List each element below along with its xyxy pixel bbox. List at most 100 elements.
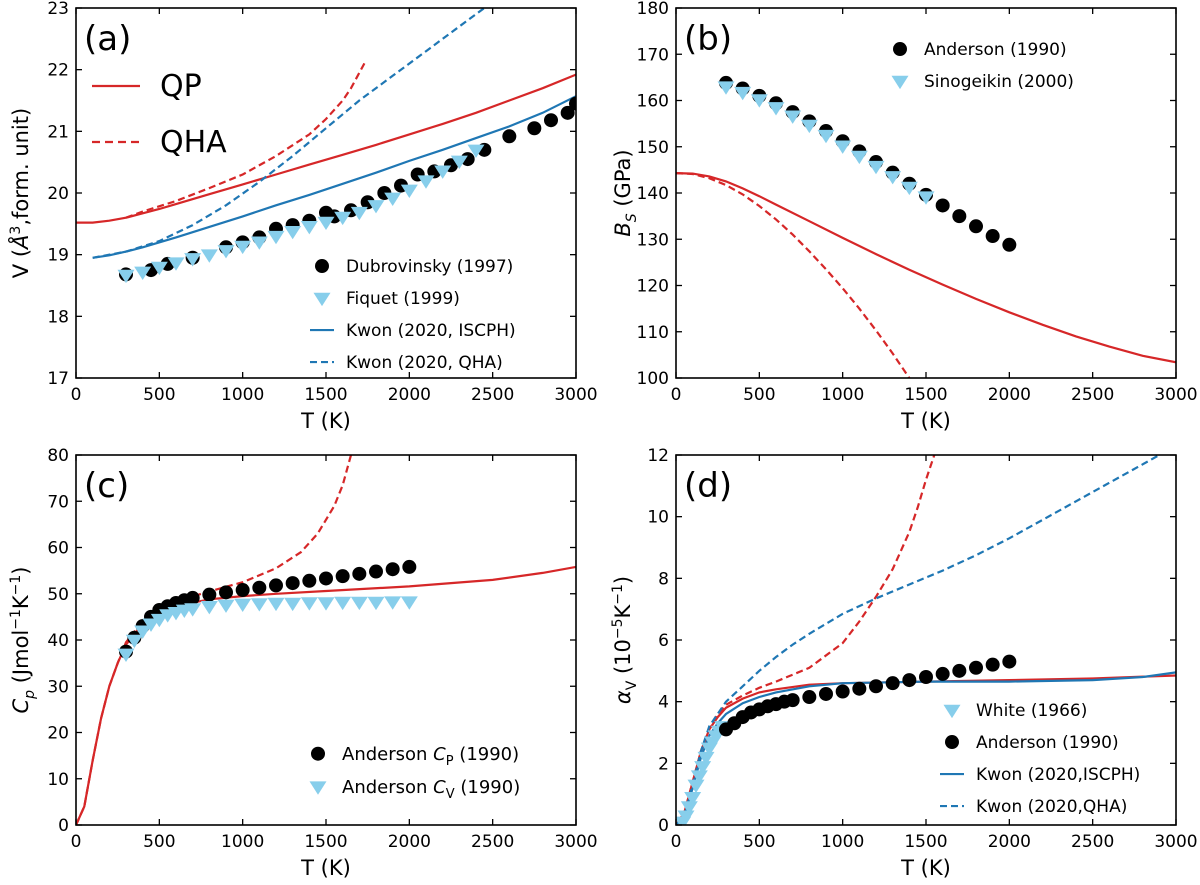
series-anderson-c-v-1990-point	[142, 618, 160, 632]
series-anderson-c-p-1990-point	[202, 587, 217, 602]
series-fiquet-1999-point	[184, 253, 202, 267]
series-anderson-c-v-1990-point	[150, 613, 168, 628]
series-anderson-c-v-1990-point	[350, 596, 368, 611]
series-qp-line	[676, 172, 1176, 364]
series-white-1966-point	[694, 761, 712, 775]
y-tick-label: 20	[47, 724, 69, 744]
legend-reference: Dubrovinsky (1997) Fiquet (1999) Kwon (202…	[310, 257, 516, 373]
series-anderson-c-p-1990-point	[369, 564, 383, 579]
series-anderson-c-v-1990-point	[267, 597, 285, 612]
legend-label: Kwon (2020,QHA)	[976, 797, 1127, 817]
plot-area	[76, 8, 576, 284]
legend-label: Anderson CV (1990)	[342, 777, 520, 802]
x-tick-label: 3000	[1154, 832, 1197, 852]
legend-item-qha: QHA	[92, 125, 227, 160]
series-anderson-c-p-1990-point	[219, 585, 233, 600]
legend-marker	[315, 259, 329, 274]
legend-item-anderson-c-p-1990: Anderson CP (1990)	[311, 744, 519, 769]
series-kwon-2020-qha-dashed-line	[676, 455, 1160, 825]
y-tick-label: 40	[47, 631, 69, 651]
x-axis-label: T (K)	[900, 409, 951, 433]
x-tick-label: 2000	[388, 832, 431, 852]
series-anderson-c-v-1990-point	[334, 596, 352, 611]
plot-area	[676, 455, 1176, 825]
legend-item-sinogeikin-2000: Sinogeikin (2000)	[891, 72, 1074, 92]
series-anderson-c-p-1990-point	[302, 573, 317, 588]
series-anderson-c-p-1990-point	[352, 566, 367, 581]
series-sinogeikin-2000-point	[867, 160, 885, 175]
y-tick-label: 60	[47, 539, 69, 559]
legend: Anderson CP (1990) Anderson CV (1990)	[309, 744, 520, 802]
series-anderson-c-v-1990-point	[284, 597, 302, 612]
legend-label: White (1966)	[976, 701, 1087, 721]
series-kwon-2020-qha-dashed-line	[92, 8, 485, 259]
y-axis-label: V (Å3,form. unit)	[7, 108, 33, 278]
y-tick-label: 18	[47, 307, 69, 327]
series-fiquet-1999-point	[317, 216, 335, 231]
series-fiquet-1999-point	[350, 206, 368, 221]
y-tick-label: 30	[47, 677, 69, 697]
series-anderson-c-p-1990-point	[185, 590, 200, 605]
x-tick-label: 500	[143, 385, 175, 405]
series-fiquet-1999-point	[117, 269, 135, 284]
panel-label: (c)	[84, 466, 129, 506]
series-white-1966-point	[680, 801, 698, 815]
series-anderson-c-v-1990-point	[384, 596, 402, 610]
legend-label: Kwon (2020, QHA)	[346, 353, 503, 373]
series-qha-dashed-line	[676, 172, 911, 378]
series-anderson-1990-point	[935, 198, 950, 213]
x-tick-label: 3000	[1154, 385, 1197, 405]
series-anderson-c-v-1990-point	[317, 597, 335, 611]
series-sinogeikin-2000-point	[717, 81, 735, 95]
series-anderson-1990-point	[952, 663, 967, 678]
y-tick-label: 0	[658, 816, 669, 836]
x-tick-label: 1000	[221, 832, 264, 852]
series-kwon-2020-iscph-line	[92, 95, 576, 259]
legend-label: Anderson (1990)	[924, 40, 1067, 60]
series-sinogeikin-2000-point	[884, 171, 902, 185]
x-tick-label: 1500	[304, 832, 347, 852]
legend-label: Anderson (1990)	[976, 733, 1119, 753]
series-anderson-1990-point	[852, 681, 867, 696]
series-sinogeikin-2000-point	[917, 191, 935, 205]
series-fiquet-1999-point	[384, 192, 402, 207]
series-dubrovinsky-1997-point	[502, 129, 517, 144]
x-axis-label: T (K)	[900, 856, 951, 880]
y-tick-label: 120	[637, 277, 669, 297]
series-anderson-c-p-1990-point	[319, 571, 333, 586]
x-tick-label: 2000	[988, 832, 1031, 852]
x-tick-label: 1500	[904, 832, 947, 852]
series-dubrovinsky-1997-point	[527, 121, 542, 136]
series-anderson-1990-point	[935, 666, 950, 681]
plot-area	[76, 455, 576, 825]
y-tick-label: 100	[637, 369, 669, 389]
series-fiquet-1999-point	[334, 211, 352, 226]
x-tick-label: 1000	[221, 385, 264, 405]
series-qp-line	[76, 73, 576, 224]
series-sinogeikin-2000-point	[850, 150, 868, 165]
series-sinogeikin-2000-point	[734, 86, 752, 101]
y-tick-label: 12	[647, 446, 669, 466]
y-tick-label: 21	[47, 122, 69, 142]
y-tick-label: 80	[47, 446, 69, 466]
series-sinogeikin-2000-point	[750, 94, 768, 108]
legend-model: QP QHA	[92, 69, 227, 160]
x-tick-label: 500	[743, 385, 775, 405]
series-anderson-c-p-1990-point	[235, 583, 250, 598]
y-tick-label: 180	[637, 0, 669, 19]
series-anderson-c-v-1990-point	[234, 598, 252, 612]
legend-marker	[309, 781, 327, 795]
legend-marker	[945, 735, 959, 750]
x-tick-label: 2500	[1071, 385, 1114, 405]
series-anderson-c-v-1990-point	[125, 634, 143, 649]
y-tick-label: 130	[637, 230, 669, 250]
series-fiquet-1999-point	[417, 175, 435, 189]
series-anderson-c-p-1990-point	[385, 562, 400, 577]
legend-label: Dubrovinsky (1997)	[346, 257, 513, 277]
legend-item-kwon-2020-qha: Kwon (2020, QHA)	[310, 353, 503, 373]
series-anderson-c-v-1990-point	[300, 597, 318, 611]
series-anderson-1990-point	[969, 219, 983, 234]
y-tick-label: 6	[658, 631, 669, 651]
panel-b: 0 500 1000 1500 2000 2500 3000 100 110 120 130 140 1…	[611, 0, 1198, 433]
